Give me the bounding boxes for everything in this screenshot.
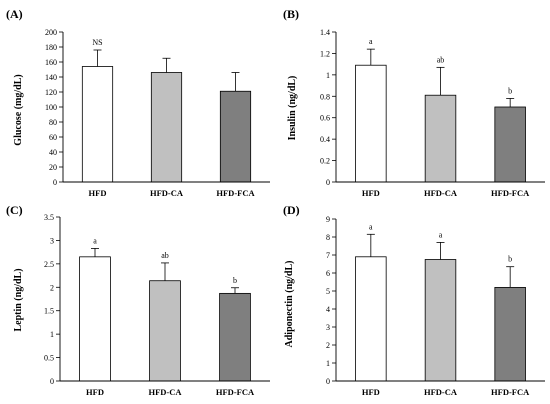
significance-label: a xyxy=(369,37,373,46)
bar xyxy=(355,256,387,382)
y-tick-label: 140 xyxy=(45,73,57,82)
significance-label: b xyxy=(508,255,512,264)
y-tick-label: 3 xyxy=(50,236,54,245)
panel-c: (C) Leptin (ng/dL) 0 0.5 1 1.5 2 2.5 3 3.5 a HFD a… xyxy=(6,203,270,397)
x-tick-label: HFD xyxy=(89,188,107,198)
y-tick-label: 40 xyxy=(49,148,57,157)
y-tick-label: 3 xyxy=(326,323,330,332)
bar xyxy=(424,94,457,183)
y-tick-label: 0 xyxy=(53,178,57,187)
plot-area: 0 20 40 60 80 100 120 140 160 180 200 NS HFD HFD-CA HF… xyxy=(45,28,270,198)
panel-a: (A) Glucose (mg/dL) 0 20 40 60 80 100 120 140 16… xyxy=(6,7,270,198)
y-tick-label: 1 xyxy=(326,359,330,368)
bar xyxy=(219,292,251,382)
bar xyxy=(219,90,252,183)
y-tick-label: 9 xyxy=(326,215,330,224)
y-axis-label: Adiponectin (ng/dL) xyxy=(284,261,295,348)
significance-label: NS xyxy=(92,38,102,47)
bar xyxy=(494,286,526,382)
y-tick-label: 0.6 xyxy=(320,114,330,123)
bar xyxy=(79,256,111,382)
y-tick-label: 0.2 xyxy=(320,157,330,166)
y-tick-label: 0.5 xyxy=(44,354,54,363)
bar xyxy=(424,259,457,382)
x-tick-label: HFD xyxy=(86,387,104,397)
x-tick-label: HFD-CA xyxy=(424,387,458,397)
y-tick-label: 1.5 xyxy=(44,307,54,316)
significance-label: b xyxy=(233,276,237,285)
bar xyxy=(355,64,387,183)
significance-label: ab xyxy=(437,55,445,64)
panel-d: (D) Adiponectin (ng/dL) 0 1 2 3 4 5 6 7 8 9 a HFD a H… xyxy=(283,203,545,397)
bar xyxy=(149,280,181,382)
x-tick-label: HFD-CA xyxy=(150,188,184,198)
panel-b: (B) Insulin (ng/dL) 0 0.2 0.4 0.6 0.8 1 1.2 1.4… xyxy=(283,7,545,198)
y-tick-label: 0 xyxy=(326,377,330,386)
panel-label: (B) xyxy=(283,7,299,21)
y-tick-label: 6 xyxy=(326,269,330,278)
y-tick-label: 3.5 xyxy=(44,213,54,222)
significance-label: ab xyxy=(161,251,169,260)
significance-label: a xyxy=(369,222,373,231)
y-tick-label: 20 xyxy=(49,163,57,172)
panel-label: (D) xyxy=(283,203,300,217)
y-tick-label: 2.5 xyxy=(44,260,54,269)
bar xyxy=(494,106,526,183)
significance-label: a xyxy=(93,236,97,245)
y-tick-label: 1 xyxy=(326,71,330,80)
bar xyxy=(81,66,114,183)
y-tick-label: 8 xyxy=(326,233,330,242)
y-tick-label: 4 xyxy=(326,305,330,314)
y-tick-label: 2 xyxy=(326,341,330,350)
x-tick-label: HFD-FCA xyxy=(491,387,530,397)
x-tick-label: HFD-FCA xyxy=(216,387,255,397)
bar xyxy=(150,72,183,183)
y-tick-label: 180 xyxy=(45,43,57,52)
y-tick-label: 0 xyxy=(326,178,330,187)
x-tick-label: HFD-CA xyxy=(148,387,182,397)
y-tick-label: 0.8 xyxy=(320,92,330,101)
y-tick-label: 1.4 xyxy=(320,28,330,37)
y-tick-label: 60 xyxy=(49,133,57,142)
y-tick-label: 7 xyxy=(326,251,330,260)
plot-area: 0 1 2 3 4 5 6 7 8 9 a HFD a HFD-CA b HFD-FCA xyxy=(326,215,545,397)
significance-label: b xyxy=(508,86,512,95)
y-axis-label: Glucose (mg/dL) xyxy=(13,74,24,145)
x-tick-label: HFD-FCA xyxy=(216,188,255,198)
y-tick-label: 2 xyxy=(50,283,54,292)
y-tick-label: 200 xyxy=(45,28,57,37)
y-axis-label: Insulin (ng/dL) xyxy=(287,76,298,141)
x-tick-label: HFD-CA xyxy=(424,188,458,198)
y-tick-label: 1.2 xyxy=(320,49,330,58)
y-tick-label: 160 xyxy=(45,58,57,67)
significance-label: a xyxy=(439,230,443,239)
plot-area: 0 0.2 0.4 0.6 0.8 1 1.2 1.4 a HFD ab HFD-CA b HFD-FCA xyxy=(320,28,545,198)
y-tick-label: 100 xyxy=(45,103,57,112)
panel-label: (A) xyxy=(6,7,23,21)
x-tick-label: HFD xyxy=(362,188,380,198)
x-tick-label: HFD xyxy=(362,387,380,397)
panel-label: (C) xyxy=(6,203,23,217)
y-tick-label: 0.4 xyxy=(320,135,330,144)
y-tick-label: 0 xyxy=(50,377,54,386)
y-tick-label: 120 xyxy=(45,88,57,97)
y-tick-label: 5 xyxy=(326,287,330,296)
x-tick-label: HFD-FCA xyxy=(491,188,530,198)
y-tick-label: 80 xyxy=(49,118,57,127)
plot-area: 0 0.5 1 1.5 2 2.5 3 3.5 a HFD ab HFD-CA b HFD-FCA xyxy=(44,213,270,397)
y-tick-label: 1 xyxy=(50,330,54,339)
y-axis-label: Leptin (ng/dL) xyxy=(13,268,24,331)
